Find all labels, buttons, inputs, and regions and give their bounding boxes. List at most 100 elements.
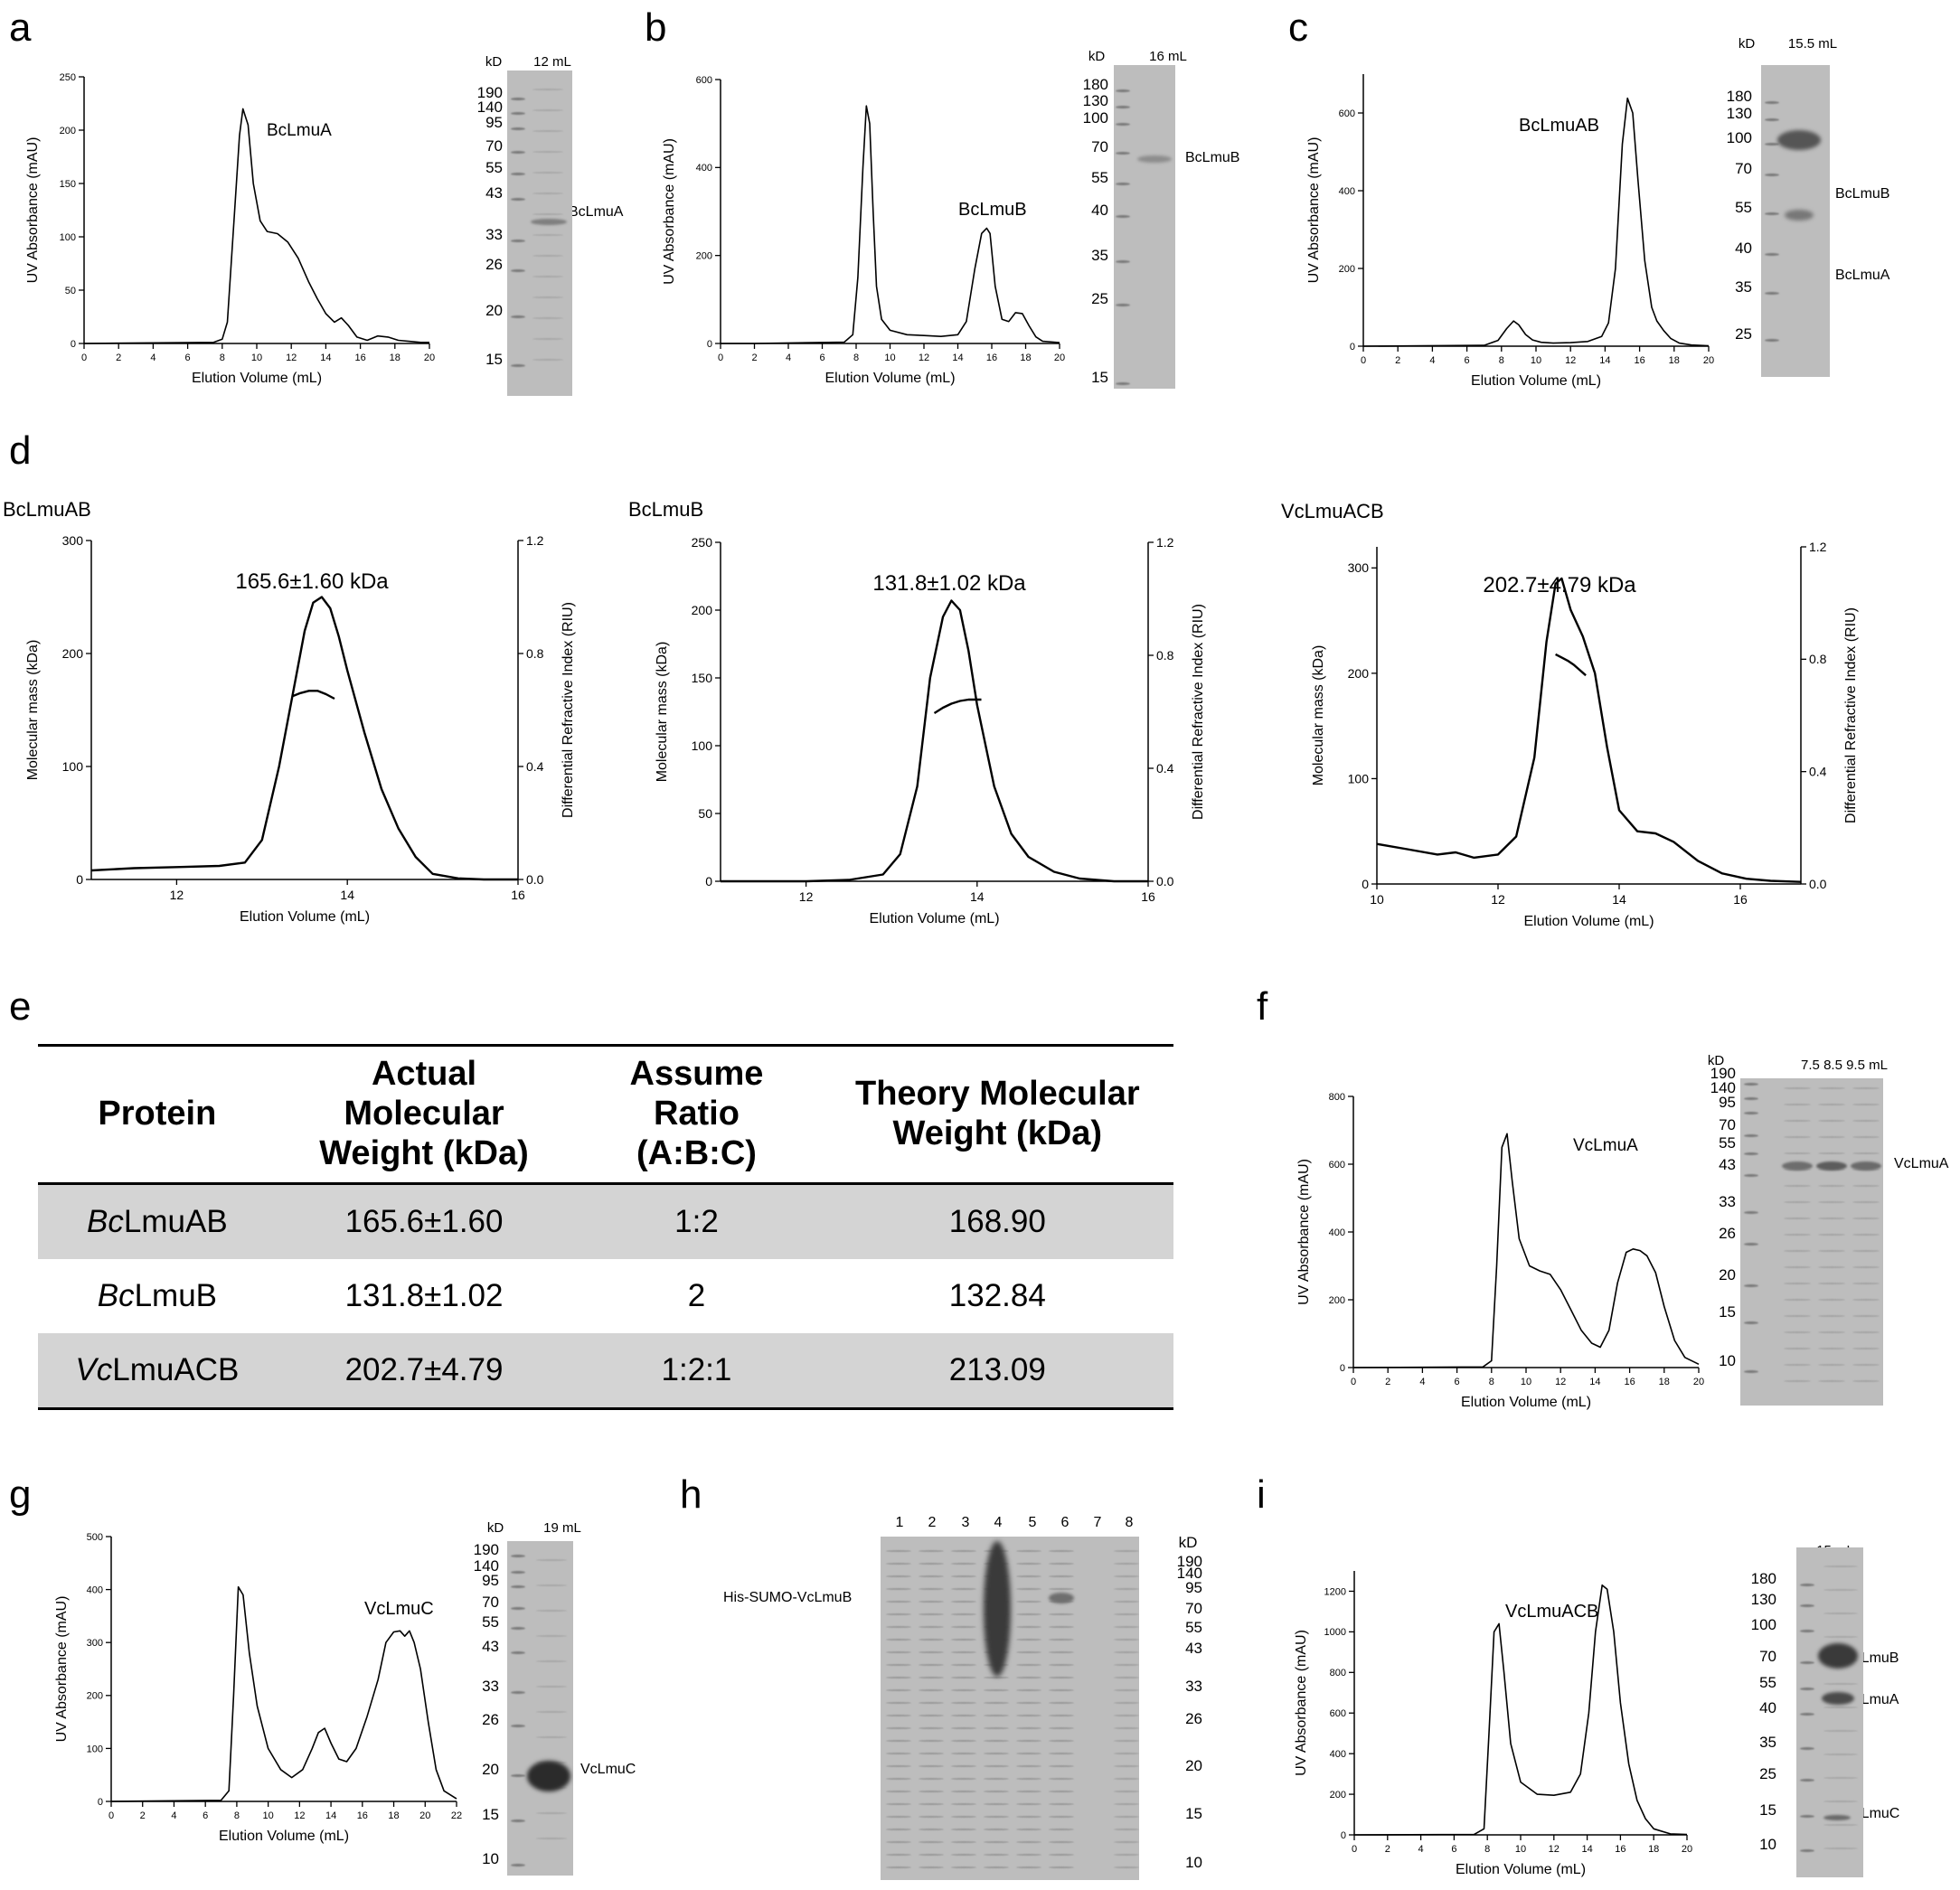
ladder-band: [1765, 118, 1779, 121]
x-tick-label: 10: [1370, 892, 1384, 907]
x-tick-label: 12: [1565, 355, 1576, 366]
marker-label: 70: [1719, 1116, 1736, 1133]
y-right-tick-label: 0.8: [526, 646, 544, 661]
x-tick-label: 16: [1624, 1377, 1635, 1387]
band-label: BcLmuB: [1835, 186, 1889, 202]
gel-g: [507, 1541, 573, 1876]
series-line-0: [83, 108, 429, 344]
lane-band: [1016, 1854, 1041, 1856]
ladder-band: [1744, 1083, 1758, 1086]
marker-label: 35: [1091, 247, 1108, 264]
ladder-band: [511, 269, 525, 272]
y-tick-label: 100: [87, 1744, 103, 1754]
ladder-band: [1765, 212, 1779, 215]
marker-label: 140: [1710, 1079, 1736, 1096]
marker-label: 20: [482, 1761, 499, 1778]
x-axis-label: Elution Volume (mL): [825, 371, 955, 386]
marker-label: 55: [1719, 1134, 1736, 1152]
x-tick-label: 12: [1491, 892, 1505, 907]
actual-weight: 202.7±4.79: [344, 1352, 504, 1387]
ladder-band: [1765, 292, 1779, 295]
x-tick-label: 18: [1659, 1377, 1670, 1387]
lane-band: [951, 1866, 976, 1868]
lane-band: [1114, 1575, 1139, 1577]
y-right-tick-label: 1.2: [1156, 535, 1174, 550]
x-tick-label: 18: [390, 353, 400, 363]
lane-band: [919, 1765, 944, 1767]
lane-band: [951, 1753, 976, 1754]
protein-band: [1816, 1161, 1847, 1171]
marker-label: 140: [477, 99, 503, 116]
gel-unit-label: kD: [1708, 1053, 1725, 1068]
sec-mals-title: VcLmuACB: [1281, 500, 1384, 522]
lane-band: [1823, 1636, 1858, 1638]
series-line-0: [110, 1585, 457, 1802]
lane-band: [1823, 1566, 1858, 1567]
x-tick-label: 10: [1515, 1844, 1526, 1855]
ladder-band: [511, 1571, 525, 1574]
ladder-band: [1800, 1815, 1814, 1818]
lane-band: [919, 1740, 944, 1742]
lane-band: [1049, 1651, 1074, 1653]
ladder-band: [1116, 260, 1130, 263]
lane-band: [1114, 1753, 1139, 1754]
lane-band: [1114, 1677, 1139, 1678]
y-tick-label: 200: [696, 251, 712, 262]
lane-band: [1114, 1866, 1139, 1868]
x-tick-label: 12: [294, 1810, 305, 1821]
band-label: His-SUMO-VcLmuB: [723, 1590, 852, 1605]
x-tick-label: 20: [1682, 1844, 1692, 1855]
lane-band: [886, 1765, 911, 1767]
lane-band: [1852, 1380, 1880, 1382]
x-tick-label: 14: [952, 353, 963, 363]
marker-label: 43: [1185, 1640, 1202, 1657]
lane-band: [1016, 1601, 1041, 1603]
lane-band: [919, 1778, 944, 1780]
x-tick-label: 14: [1599, 355, 1610, 366]
lane-band: [951, 1740, 976, 1742]
lane-band: [1818, 1250, 1845, 1252]
lane-band: [1852, 1087, 1880, 1089]
lane-band: [536, 1635, 567, 1637]
x-tick-label: 12: [799, 889, 814, 904]
panel-letter-b: b: [645, 5, 666, 50]
x-tick-label: 12: [1549, 1844, 1560, 1855]
protein-band: [1137, 155, 1172, 163]
lane-band: [1049, 1841, 1074, 1843]
lane-band: [532, 359, 563, 361]
assume-ratio: 2: [687, 1278, 706, 1313]
lane-band: [951, 1677, 976, 1678]
marker-label: 26: [1719, 1225, 1736, 1242]
lane-band: [532, 109, 563, 111]
ladder-band: [1765, 174, 1779, 176]
actual-weight: 165.6±1.60: [344, 1204, 504, 1239]
x-tick-label: 2: [751, 353, 757, 363]
y-axis-label: UV Absorbance (mAU): [25, 137, 41, 284]
lane-band: [532, 276, 563, 277]
x-tick-label: 20: [419, 1810, 430, 1821]
lane-band: [886, 1664, 911, 1666]
lane-band: [886, 1601, 911, 1603]
x-tick-label: 16: [1615, 1844, 1625, 1855]
marker-label: 70: [1185, 1600, 1202, 1617]
x-tick-label: 4: [1419, 1377, 1425, 1387]
theory-weight: 168.90: [948, 1204, 1046, 1239]
molecular-mass-annotation: 202.7±4.79 kDa: [1483, 573, 1636, 597]
y-tick-label: 100: [1348, 771, 1370, 785]
marker-label: 180: [1727, 88, 1752, 105]
lane-band: [1784, 1120, 1811, 1122]
band-label: BcLmuA: [569, 204, 624, 220]
lane-band: [919, 1626, 944, 1628]
lane-band: [1016, 1803, 1041, 1805]
sec-mals-title: BcLmuAB: [3, 498, 91, 521]
protein-band: [984, 1541, 1011, 1677]
y-tick-label: 0: [1362, 877, 1369, 891]
lane-band: [536, 1812, 567, 1814]
y-right-tick-label: 1.2: [526, 533, 544, 548]
lane-band: [1114, 1841, 1139, 1843]
lane-band: [1114, 1803, 1139, 1805]
lane-band: [536, 1711, 567, 1713]
y-axis-label: Molecular mass (kDa): [1311, 645, 1326, 786]
lane-band: [1049, 1626, 1074, 1628]
